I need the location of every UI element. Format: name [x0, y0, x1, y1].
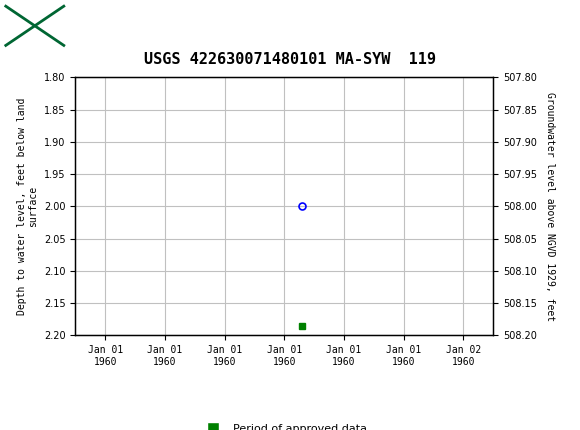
- Text: USGS 422630071480101 MA-SYW  119: USGS 422630071480101 MA-SYW 119: [144, 52, 436, 67]
- Bar: [6, 6, 64, 46]
- Text: USGS: USGS: [75, 17, 119, 35]
- Y-axis label: Groundwater level above NGVD 1929, feet: Groundwater level above NGVD 1929, feet: [545, 92, 555, 321]
- Legend: Period of approved data: Period of approved data: [197, 419, 371, 430]
- Y-axis label: Depth to water level, feet below land
surface: Depth to water level, feet below land su…: [17, 98, 38, 315]
